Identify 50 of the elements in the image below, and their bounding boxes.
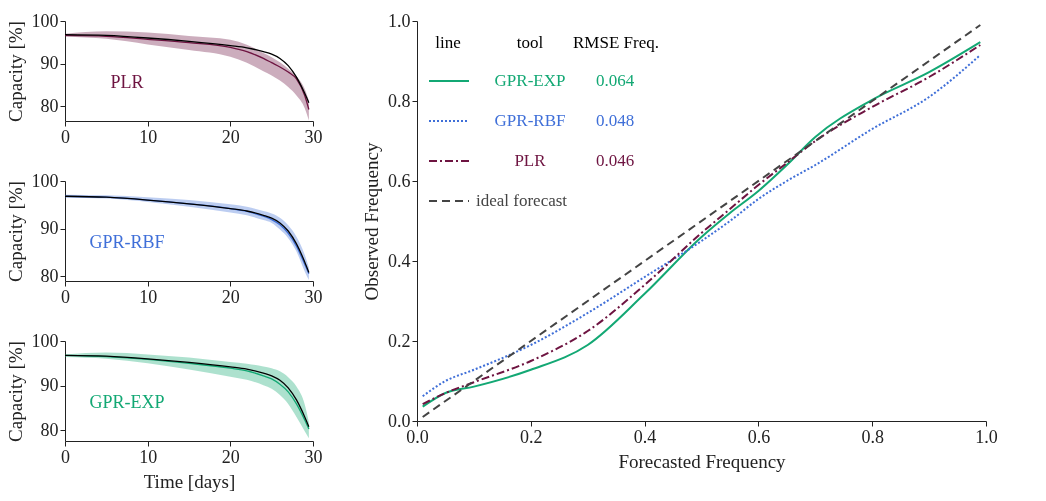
x-tick-label: 0 bbox=[61, 126, 70, 147]
y-tick-label: 100 bbox=[31, 330, 59, 351]
series-label: GPR-EXP bbox=[89, 392, 165, 412]
y-tick-label: 0.6 bbox=[388, 170, 411, 191]
x-tick-label: 0.8 bbox=[861, 426, 884, 447]
x-tick-label: 10 bbox=[139, 446, 158, 467]
x-axis-title: Time [days] bbox=[143, 470, 236, 492]
text: PLR bbox=[514, 151, 547, 170]
x-tick-label: 10 bbox=[139, 126, 158, 147]
y-tick-label: 100 bbox=[31, 10, 59, 31]
legend-label: GPR-EXP bbox=[494, 71, 566, 90]
annotation: tool bbox=[516, 33, 544, 52]
x-tick-label: 20 bbox=[221, 286, 240, 307]
y-tick-label: 90 bbox=[40, 218, 59, 239]
annotation: 0.046 bbox=[595, 151, 635, 170]
x-tick-label: 0.6 bbox=[747, 426, 771, 447]
x-tick-label: 0.2 bbox=[520, 426, 543, 447]
annotation: 0.048 bbox=[595, 111, 635, 130]
y-tick-label: 0.2 bbox=[388, 330, 411, 351]
y-axis-title: Capacity [%] bbox=[4, 181, 26, 282]
y-axis-title: Observed Frequency bbox=[361, 142, 382, 301]
series-label: PLR bbox=[110, 72, 144, 92]
y-tick-label: 0.8 bbox=[388, 90, 411, 111]
x-tick-label: 10 bbox=[139, 286, 158, 307]
legend-label: GPR-RBF bbox=[494, 111, 566, 130]
x-tick-label: 30 bbox=[304, 446, 323, 467]
x-tick-label: 30 bbox=[304, 126, 323, 147]
y-tick-label: 0.4 bbox=[388, 250, 411, 271]
y-tick-label: 100 bbox=[31, 170, 59, 191]
x-axis-title: Forecasted Frequency bbox=[618, 450, 787, 472]
y-tick-label: 80 bbox=[40, 265, 59, 286]
y-tick-label: 90 bbox=[40, 53, 59, 74]
x-tick-label: 1.0 bbox=[975, 426, 998, 447]
x-tick-label: 0 bbox=[61, 446, 70, 467]
y-axis-title: Capacity [%] bbox=[4, 21, 26, 122]
annotation: RMSE Freq. bbox=[573, 33, 659, 52]
annotation: 0.064 bbox=[595, 71, 635, 90]
annotation: line bbox=[435, 33, 461, 52]
y-axis-title: Capacity [%] bbox=[4, 341, 26, 442]
x-tick-label: 20 bbox=[221, 126, 240, 147]
legend-label: ideal forecast bbox=[476, 191, 568, 210]
x-tick-label: 0 bbox=[61, 286, 70, 307]
y-tick-label: 80 bbox=[40, 419, 59, 440]
series-label: GPR-RBF bbox=[89, 232, 165, 252]
y-tick-label: 1.0 bbox=[388, 10, 411, 31]
y-tick-label: 80 bbox=[40, 95, 59, 116]
x-tick-label: 20 bbox=[221, 446, 240, 467]
x-tick-label: 30 bbox=[304, 286, 323, 307]
y-tick-label: 90 bbox=[40, 375, 59, 396]
x-tick-label: 0.4 bbox=[633, 426, 657, 447]
